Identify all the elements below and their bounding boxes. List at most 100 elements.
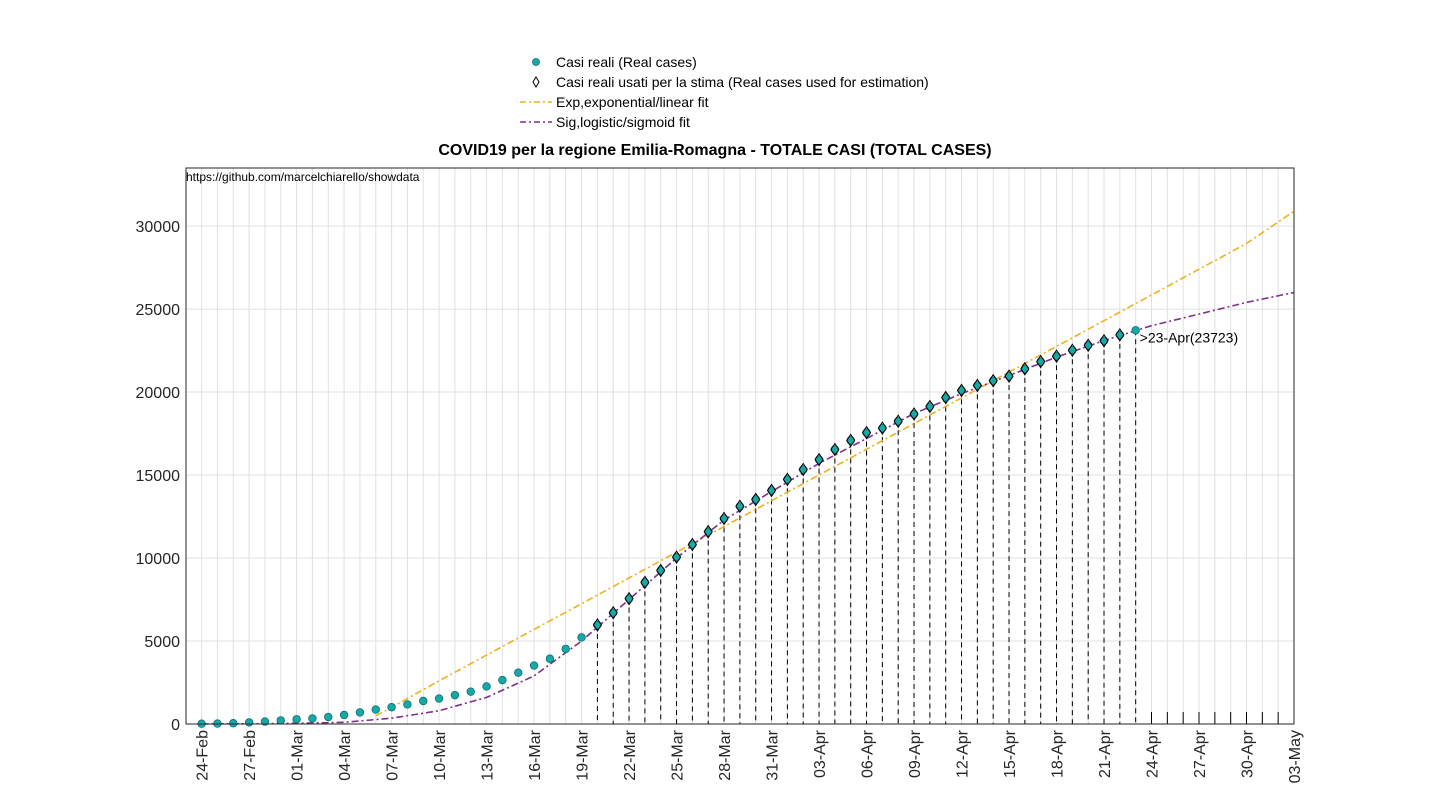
y-tick-label: 10000 [136,551,181,568]
real-case-point [498,675,507,685]
estimation-point [687,537,697,552]
x-tick-label: 13-Mar [480,729,497,780]
estimation-point [735,499,745,514]
real-case-point [355,708,365,717]
dashdot-line-icon [520,121,552,123]
estimation-point [656,563,666,578]
estimation-point [893,414,903,429]
sigmoid-fit-line [201,291,1295,725]
real-case-point [324,712,333,722]
x-tick-label: 16-Mar [527,729,544,780]
last-value-annotation: >23-Apr(23723) [1140,329,1238,345]
estimation-point [1004,369,1014,384]
estimation-point [861,425,872,440]
legend-label: Casi reali usati per la stima (Real case… [556,74,929,90]
estimation-point [624,591,634,606]
x-tick-label: 30-Apr [1240,729,1257,778]
estimation-point [751,492,761,507]
x-tick-label: 27-Feb [242,730,259,781]
y-tick-label: 0 [171,717,180,734]
estimation-point [1067,343,1077,358]
x-tick-label: 07-Mar [385,729,402,780]
real-case-point [308,714,317,723]
teal-circle-icon [532,58,540,66]
x-tick-label: 09-Apr [907,729,924,778]
x-tick-label: 03-Apr [812,729,829,778]
real-case-point [577,633,586,642]
estimation-point [846,433,856,448]
estimation-point [1083,338,1093,353]
real-case-point [514,668,523,677]
x-tick-label: 15-Apr [1002,729,1019,778]
real-case-point [387,703,396,712]
x-tick-label: 25-Mar [670,729,687,780]
estimation-point [814,452,824,467]
estimation-point [608,605,618,620]
y-tick-label: 30000 [136,219,181,236]
source-note: https://github.com/marcelchiarello/showd… [186,170,420,184]
drop-lines [596,330,1295,724]
real-case-point [419,696,428,706]
real-case-point [545,654,555,663]
estimation-point [798,462,808,477]
x-tick-label: 24-Feb [195,730,212,781]
estimation-point [671,550,682,565]
real-case-point [276,716,285,725]
estimation-point [766,483,777,498]
legend: Casi reali (Real cases) Casi reali usati… [510,50,970,134]
dashdot-line-icon [520,101,552,103]
legend-label: Casi reali (Real cases) [556,54,697,70]
real-case-point [403,700,412,709]
estimation-point [972,378,982,393]
estimation-point [719,511,729,526]
estimation-point [1099,333,1109,348]
real-case-point [450,690,460,700]
estimation-point [1115,327,1125,342]
estimation-point [1020,361,1030,376]
real-case-point [466,687,475,696]
x-tick-label: 12-Apr [955,729,972,778]
real-case-point [482,682,491,691]
estimation-point [703,524,713,539]
estimation-point [941,390,951,405]
x-tick-label: 27-Apr [1192,729,1209,778]
estimation-point [956,383,967,398]
real-case-point [292,715,301,724]
real-case-point [229,719,238,728]
real-case-point [260,717,270,726]
x-tick-label: 19-Mar [575,729,592,780]
x-tick-label: 31-Mar [765,729,782,780]
grid-lines [186,168,1295,725]
x-tick-label: 03-May [1287,730,1304,783]
real-case-point [244,718,254,727]
y-tick-label: 20000 [136,385,181,402]
x-tick-label: 22-Mar [622,729,639,780]
estimation-point [830,442,840,457]
estimation-point [640,575,650,590]
estimation-point [1036,354,1046,369]
estimation-point [782,472,792,487]
estimation-point [592,618,602,632]
axes [185,167,1295,725]
fit-curves [201,210,1295,725]
real-case-point [434,694,444,703]
axes-box [185,167,1295,725]
legend-label: Sig,logistic/sigmoid fit [556,114,690,130]
y-tick-label: 15000 [136,468,181,485]
chart-title: COVID19 per la regione Emilia-Romagna - … [438,142,992,159]
estimation-point [925,399,935,414]
x-tick-label: 18-Apr [1050,729,1067,778]
estimation-point [877,421,887,436]
real-case-point [371,705,380,714]
data-markers [197,326,1140,728]
x-tick-label: 04-Mar [337,729,354,780]
legend-label: Exp,exponential/linear fit [556,94,709,110]
estimation-point [988,373,998,388]
x-tick-label: 10-Mar [432,729,449,780]
y-tick-label: 25000 [136,302,181,319]
y-tick-label: 5000 [144,634,180,651]
diamond-icon [532,76,540,88]
x-tick-label: 21-Apr [1097,729,1114,778]
real-case-point [339,710,349,720]
